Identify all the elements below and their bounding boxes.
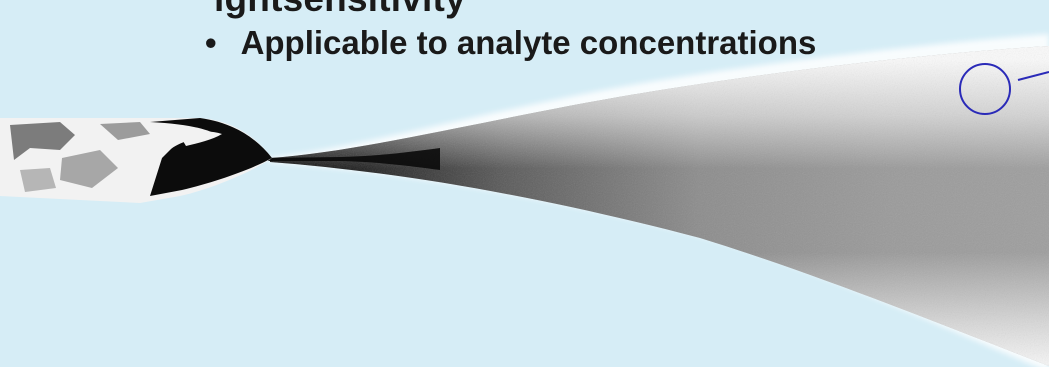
bullet-item: • Applicable to analyte concentrations (205, 24, 816, 62)
bullet-text: Applicable to analyte concentrations (240, 24, 817, 61)
slide-heading-partial: ightsensitivity (214, 0, 466, 20)
bullet-marker: • (205, 24, 217, 61)
spray-jet-core (268, 148, 440, 170)
callout-leader-line (1017, 71, 1049, 81)
callout-circle (959, 63, 1011, 115)
emitter-capillary (0, 118, 272, 203)
